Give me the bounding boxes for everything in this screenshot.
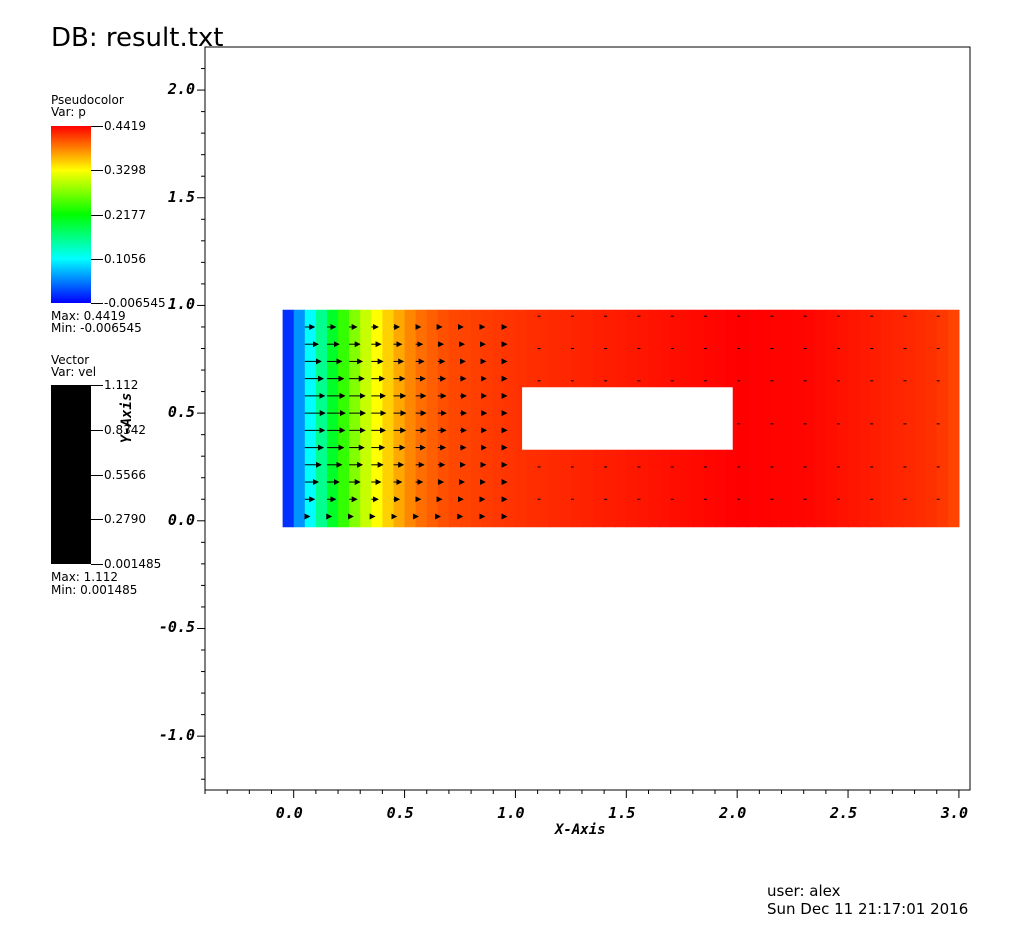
pressure-band	[293, 309, 306, 528]
x-tick-label: 1.5	[608, 804, 636, 822]
pressure-band	[404, 309, 417, 528]
vector-legend-var: Var: vel	[51, 365, 97, 379]
y-axis-title: Y-Axis	[119, 392, 135, 444]
vector-legend-title: Vector	[51, 353, 90, 367]
pressure-band	[814, 309, 827, 528]
pressure-band	[903, 309, 916, 528]
pressure-band	[371, 309, 383, 528]
y-tick-label: 0.0	[167, 510, 195, 529]
vector-tick-mark	[91, 475, 103, 476]
pressure-band	[471, 309, 483, 528]
pressure-band	[360, 309, 372, 528]
pseudocolor-colorbar	[51, 126, 91, 303]
pressure-band	[326, 309, 339, 528]
pressure-band	[881, 309, 893, 528]
pressure-band	[493, 309, 505, 528]
pressure-band	[382, 309, 395, 528]
pressure-band	[936, 309, 949, 528]
pseudocolor-tick-label: 0.1056	[104, 252, 146, 266]
x-tick-label: 0.5	[386, 804, 414, 822]
pressure-band	[803, 309, 816, 528]
pressure-band	[792, 309, 805, 528]
pseudocolor-tick-mark	[91, 215, 103, 216]
vector-tick-label: 0.5566	[104, 468, 146, 482]
pseudocolor-tick-label: 0.2177	[104, 208, 146, 222]
vector-tick-mark	[91, 430, 103, 431]
vector-tick-mark	[91, 519, 103, 520]
pressure-band	[781, 309, 794, 528]
pressure-band	[393, 309, 406, 528]
pressure-band	[737, 309, 749, 528]
pseudocolor-legend-title: Pseudocolor	[51, 93, 124, 107]
pressure-band	[338, 309, 350, 528]
pressure-band	[482, 309, 494, 528]
pressure-band	[947, 309, 960, 528]
x-tick-label: 2.5	[830, 804, 858, 822]
vector-tick-label: 1.112	[104, 378, 139, 392]
pressure-band	[460, 309, 472, 528]
pseudocolor-min-label: Min: -0.006545	[51, 321, 142, 335]
y-tick-label: 0.5	[167, 403, 195, 422]
pressure-band	[515, 309, 528, 528]
x-axis-title: X-Axis	[555, 822, 606, 838]
vector-colorbar	[51, 385, 91, 564]
y-tick-label: -1.0	[158, 726, 195, 745]
pseudocolor-tick-mark	[91, 170, 103, 171]
vector-tick-mark	[91, 564, 103, 565]
database-title: DB: result.txt	[51, 23, 224, 53]
y-tick-label: 1.5	[167, 187, 195, 206]
pseudocolor-tick-label: -0.006545	[104, 296, 166, 310]
pseudocolor-tick-label: 0.4419	[104, 119, 146, 133]
pressure-band	[859, 309, 871, 528]
vector-max-label: Max: 1.112	[51, 570, 119, 584]
pressure-band	[304, 309, 317, 528]
pressure-band	[349, 309, 361, 528]
vector-tick-label: 0.001485	[104, 557, 162, 571]
pressure-band	[892, 309, 905, 528]
pressure-band	[870, 309, 882, 528]
pseudocolor-tick-mark	[91, 126, 103, 127]
timestamp-label: Sun Dec 11 21:17:01 2016	[767, 900, 969, 918]
pressure-band	[748, 309, 760, 528]
axes	[197, 68, 960, 798]
x-tick-label: 1.0	[497, 804, 525, 822]
pressure-band	[914, 309, 927, 528]
vector-min-label: Min: 0.001485	[51, 583, 138, 597]
pseudocolor-tick-label: 0.3298	[104, 163, 146, 177]
obstacle	[522, 387, 733, 450]
vector-tick-mark	[91, 385, 103, 386]
pseudocolor-max-label: Max: 0.4419	[51, 309, 126, 323]
pressure-band	[770, 309, 783, 528]
pressure-band	[825, 309, 838, 528]
pressure-band	[426, 309, 439, 528]
x-tick-label: 3.0	[940, 804, 968, 822]
y-tick-label: -0.5	[158, 618, 195, 637]
pressure-band	[848, 309, 860, 528]
x-tick-label: 2.0	[719, 804, 747, 822]
pressure-band	[282, 309, 295, 528]
y-tick-label: 2.0	[167, 80, 195, 99]
pseudocolor-tick-mark	[91, 259, 103, 260]
pressure-band	[415, 309, 428, 528]
x-tick-label: 0.0	[275, 804, 303, 822]
pressure-band	[759, 309, 772, 528]
vector-tick-label: 0.2790	[104, 512, 146, 526]
pseudocolor-legend-var: Var: p	[51, 105, 86, 119]
user-label: user: alex	[767, 882, 841, 900]
pressure-band	[448, 309, 461, 528]
velocity-vectors	[304, 315, 940, 520]
pressure-band	[315, 309, 328, 528]
plot-frame	[204, 46, 971, 791]
pressure-band	[836, 309, 849, 528]
pressure-band	[437, 309, 450, 528]
y-tick-label: 1.0	[167, 295, 195, 314]
pressure-band	[504, 309, 517, 528]
pseudocolor-tick-mark	[91, 303, 103, 304]
obstacle-rect	[522, 387, 733, 450]
vector-tick-label: 0.8342	[104, 423, 146, 437]
pressure-band	[925, 309, 938, 528]
